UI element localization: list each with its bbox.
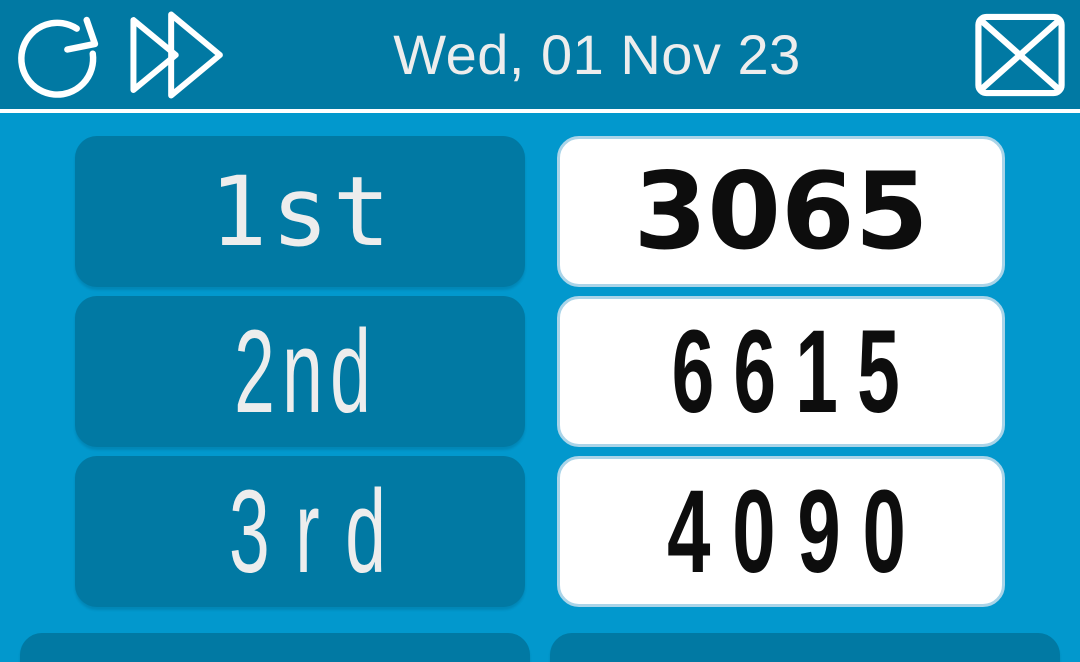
prize-row-3rd: 3rd 4090 xyxy=(75,456,1005,607)
prize-row-2nd: 2nd 6615 xyxy=(75,296,1005,447)
refresh-icon xyxy=(18,16,99,98)
prize-value: 3065 xyxy=(633,149,929,273)
section-button-left xyxy=(20,633,530,662)
prize-label-chip: 2nd xyxy=(75,296,525,447)
prize-label: 1st xyxy=(209,155,395,268)
refresh-button[interactable] xyxy=(14,9,106,101)
prize-label-chip: 1st xyxy=(75,136,525,287)
prize-value: 6615 xyxy=(672,305,920,438)
prize-label: 2nd xyxy=(233,305,378,438)
prize-value-card: 6615 xyxy=(557,296,1005,447)
header-date[interactable]: Wed, 01 Nov 23 xyxy=(393,22,801,86)
prize-value-card: 3065 xyxy=(557,136,1005,287)
prize-row-1st: 1st 3065 xyxy=(75,136,1005,287)
mail-button[interactable] xyxy=(974,12,1066,98)
prize-label: 3rd xyxy=(229,465,412,598)
prize-value-card: 4090 xyxy=(557,456,1005,607)
prize-value: 4090 xyxy=(667,465,928,598)
fast-forward-icon xyxy=(130,11,223,98)
header-bar: Wed, 01 Nov 23 xyxy=(0,0,1080,113)
results-panel: 1st 3065 2nd 6615 3rd 4090 xyxy=(0,113,1080,662)
next-section-row xyxy=(20,633,1060,662)
section-button-right xyxy=(550,633,1060,662)
fast-forward-button[interactable] xyxy=(120,9,226,101)
mail-icon xyxy=(975,13,1065,96)
prize-label-chip: 3rd xyxy=(75,456,525,607)
